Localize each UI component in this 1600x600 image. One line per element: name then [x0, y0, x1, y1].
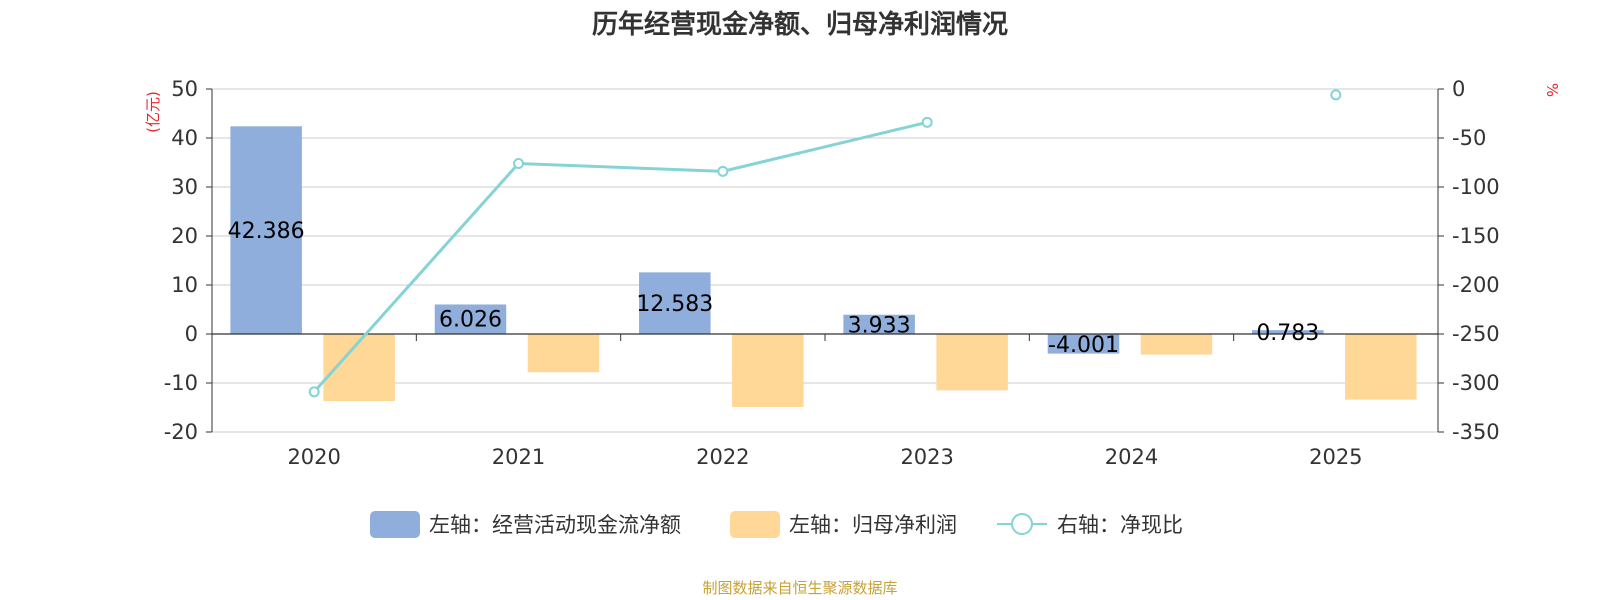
bar-cash-flow [1047, 334, 1120, 354]
right-tick-label: -100 [1452, 175, 1500, 199]
bar-cash-flow [434, 304, 507, 334]
right-tick-label: -150 [1452, 224, 1500, 248]
bar-cash-flow [1252, 330, 1324, 334]
legend-label-ratio: 右轴：净现比 [1057, 513, 1183, 537]
axes-layer [206, 88, 1444, 433]
bar-net-profit [1345, 334, 1417, 400]
data-label: -4.001 [1048, 333, 1119, 358]
x-tick-label: 2024 [1105, 445, 1158, 469]
chart-title: 历年经营现金净额、归母净利润情况 [592, 9, 1008, 40]
data-label: 42.386 [228, 219, 305, 244]
right-tick-label: 0 [1452, 77, 1465, 101]
data-label: 12.583 [636, 292, 713, 317]
legend-label-net-profit: 左轴：归母净利润 [789, 513, 957, 537]
legend-marker-ratio [1011, 513, 1033, 535]
left-tick-label: 10 [171, 273, 198, 297]
left-tick-label: 30 [171, 175, 198, 199]
tick-labels-layer: 50403020100-10-200-50-100-150-200-250-30… [164, 77, 1500, 469]
bars-layer [230, 126, 1417, 408]
data-label: 3.933 [848, 313, 911, 338]
source-note: 制图数据来自恒生聚源数据库 [702, 579, 897, 597]
legend-swatch-net-profit [730, 511, 780, 538]
data-label: 0.783 [1256, 321, 1319, 346]
ratio-point [513, 157, 524, 169]
x-tick-label: 2020 [287, 445, 340, 469]
legend-swatch-cash-flow [370, 511, 420, 538]
left-tick-label: -20 [164, 420, 198, 444]
ratio-line-layer [308, 89, 1342, 398]
ratio-point [717, 165, 729, 177]
bar-cash-flow [230, 126, 302, 335]
left-tick-label: 0 [185, 322, 198, 346]
right-tick-label: -250 [1452, 322, 1500, 346]
bar-net-profit [732, 334, 804, 408]
bar-cash-flow [843, 314, 915, 334]
ratio-point [921, 116, 933, 128]
x-tick-label: 2023 [900, 445, 953, 469]
right-tick-label: -350 [1452, 420, 1500, 444]
legend-label-cash-flow: 左轴：经营活动现金流净额 [429, 513, 681, 537]
ratio-point [308, 386, 320, 398]
left-axis-unit: (亿元) [144, 91, 162, 133]
legend: 左轴：经营活动现金流净额 左轴：归母净利润 右轴：净现比 [370, 511, 1183, 538]
left-tick-label: 40 [171, 126, 198, 150]
left-tick-label: -10 [164, 371, 198, 395]
grid-lines [212, 88, 1438, 433]
right-tick-label: -50 [1452, 126, 1486, 150]
x-tick-label: 2022 [696, 445, 749, 469]
data-label: 6.026 [439, 307, 502, 332]
right-tick-label: -300 [1452, 371, 1500, 395]
right-tick-label: -200 [1452, 273, 1500, 297]
bar-cash-flow [639, 272, 711, 334]
data-labels-layer: 42.386 6.026 12.583 3.933 -4.001 0.783 [228, 219, 1320, 358]
bar-net-profit [527, 334, 600, 373]
left-tick-label: 20 [171, 224, 198, 248]
x-tick-label: 2025 [1309, 445, 1362, 469]
right-axis-unit: % [1543, 83, 1561, 97]
left-tick-label: 50 [171, 77, 198, 101]
ratio-line [313, 120, 928, 393]
x-tick-label: 2021 [492, 445, 545, 469]
bar-net-profit [936, 334, 1008, 391]
ratio-point [1330, 89, 1342, 101]
bar-net-profit [1140, 334, 1213, 355]
